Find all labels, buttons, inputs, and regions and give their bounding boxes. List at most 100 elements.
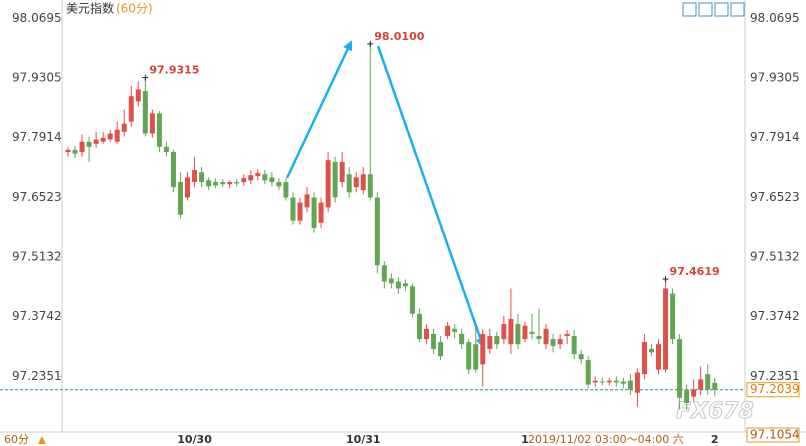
candle-body — [353, 177, 359, 188]
candle-body — [571, 336, 577, 355]
candle-body — [409, 286, 415, 314]
candle-body — [199, 172, 205, 183]
candle-body — [156, 113, 162, 147]
candle-body — [557, 339, 563, 345]
candle-body — [536, 336, 542, 340]
period-icon[interactable] — [38, 436, 46, 444]
candle-body — [431, 333, 437, 349]
candle-body — [339, 161, 345, 183]
candle-body — [599, 381, 605, 383]
candle-body — [332, 161, 338, 198]
candle-body — [417, 313, 422, 340]
candle-body — [438, 342, 444, 357]
candle-body — [318, 202, 324, 223]
candle-body — [142, 91, 148, 134]
y-tick-label: 97.5132 — [750, 250, 800, 264]
annotation-label: 97.9315 — [149, 64, 199, 77]
candle-body — [192, 170, 198, 183]
candle-body — [283, 182, 289, 198]
candle-body — [487, 336, 493, 349]
candle-body — [402, 283, 408, 287]
chart-title: 美元指数 — [66, 1, 114, 16]
candle-body — [248, 175, 254, 181]
candle-body — [641, 342, 647, 375]
candle-body — [684, 389, 690, 403]
candle-body — [634, 372, 640, 393]
candle-body — [325, 160, 331, 208]
candle-body — [480, 333, 486, 365]
candle-body — [388, 278, 394, 284]
x-tick-label: 10/31 — [346, 433, 381, 446]
candle-body — [311, 197, 317, 228]
candle-body — [135, 89, 141, 102]
candle-body — [705, 374, 711, 390]
x-tick-label: 10/30 — [177, 433, 212, 446]
candle-body — [304, 194, 310, 208]
candle-body — [107, 133, 113, 140]
candle-body — [606, 380, 612, 383]
y-tick-label: 97.2351 — [12, 369, 62, 383]
toolbar[interactable] — [682, 2, 745, 17]
candle-body — [648, 348, 654, 353]
tool-button[interactable] — [698, 2, 713, 17]
y-tick-label: 97.7914 — [12, 130, 62, 144]
candle-body — [585, 360, 591, 385]
tool-button[interactable] — [682, 2, 697, 17]
candle-body — [170, 152, 176, 188]
candle-body — [677, 339, 683, 398]
crosshair-label: 2019/11/02 03:00～04:00 六 — [528, 433, 684, 446]
annotation-label: 98.0100 — [374, 30, 424, 43]
candle-body — [613, 380, 619, 383]
candle-body — [262, 174, 268, 181]
candle-body — [65, 149, 71, 153]
annotation-label: 97.4619 — [670, 265, 720, 278]
candle-body — [220, 182, 226, 185]
candle-body — [297, 202, 303, 221]
candle-body — [501, 324, 507, 340]
candle-body — [114, 129, 120, 142]
arrow — [285, 40, 353, 179]
candle-body — [255, 173, 261, 177]
candle-body — [121, 123, 127, 132]
last-price-box — [746, 382, 800, 398]
candle-body — [395, 281, 401, 289]
candle-body — [269, 177, 275, 183]
y-tick-label: 97.9305 — [750, 70, 800, 84]
chart-subtitle: (60分) — [116, 2, 153, 16]
period-label: 60分 — [4, 433, 29, 446]
candle-body — [213, 182, 219, 186]
candle-body — [564, 333, 570, 337]
y-tick-label: 97.7914 — [750, 130, 800, 144]
candle-body — [374, 197, 380, 266]
y-tick-label: 98.0695 — [12, 11, 62, 25]
candle-body — [360, 174, 366, 191]
last-price-label: 97.2039 — [750, 382, 800, 396]
candle-body — [515, 324, 521, 345]
candle-body — [691, 389, 697, 397]
candle-body — [627, 380, 633, 390]
tick-box — [746, 427, 800, 443]
candle-body — [592, 380, 598, 383]
candle-body — [698, 379, 704, 390]
candle-body — [177, 182, 183, 215]
candle-body — [466, 342, 472, 370]
y-tick-label: 97.3742 — [12, 309, 62, 323]
y-tick-label: 97.6523 — [750, 190, 800, 204]
y-tick-label: 97.1054 — [750, 428, 800, 442]
candle-body — [459, 333, 465, 345]
candle-body — [452, 328, 458, 332]
x-tick-label: 1 — [521, 433, 529, 446]
candle-body — [346, 174, 352, 193]
y-tick-label: 97.6523 — [12, 190, 62, 204]
candle-body — [529, 331, 535, 334]
candle-body — [712, 382, 718, 390]
tool-button[interactable] — [730, 2, 745, 17]
candle-body — [620, 381, 626, 384]
candle-body — [185, 177, 191, 198]
y-tick-label: 97.2351 — [750, 369, 800, 383]
candle-body — [445, 325, 451, 337]
candle-body — [663, 288, 669, 370]
tool-button[interactable] — [714, 2, 729, 17]
y-tick-label: 97.9305 — [12, 70, 62, 84]
